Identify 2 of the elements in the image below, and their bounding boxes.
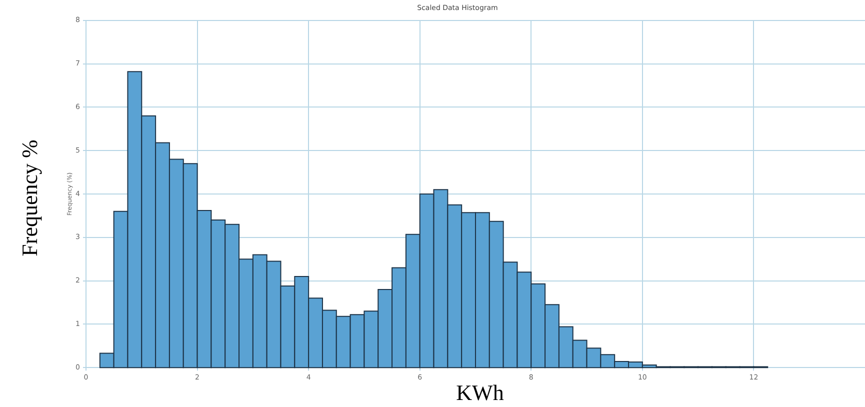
x-axis-title: KWh <box>455 380 505 406</box>
y-axis-title: Frequency % <box>17 138 43 258</box>
